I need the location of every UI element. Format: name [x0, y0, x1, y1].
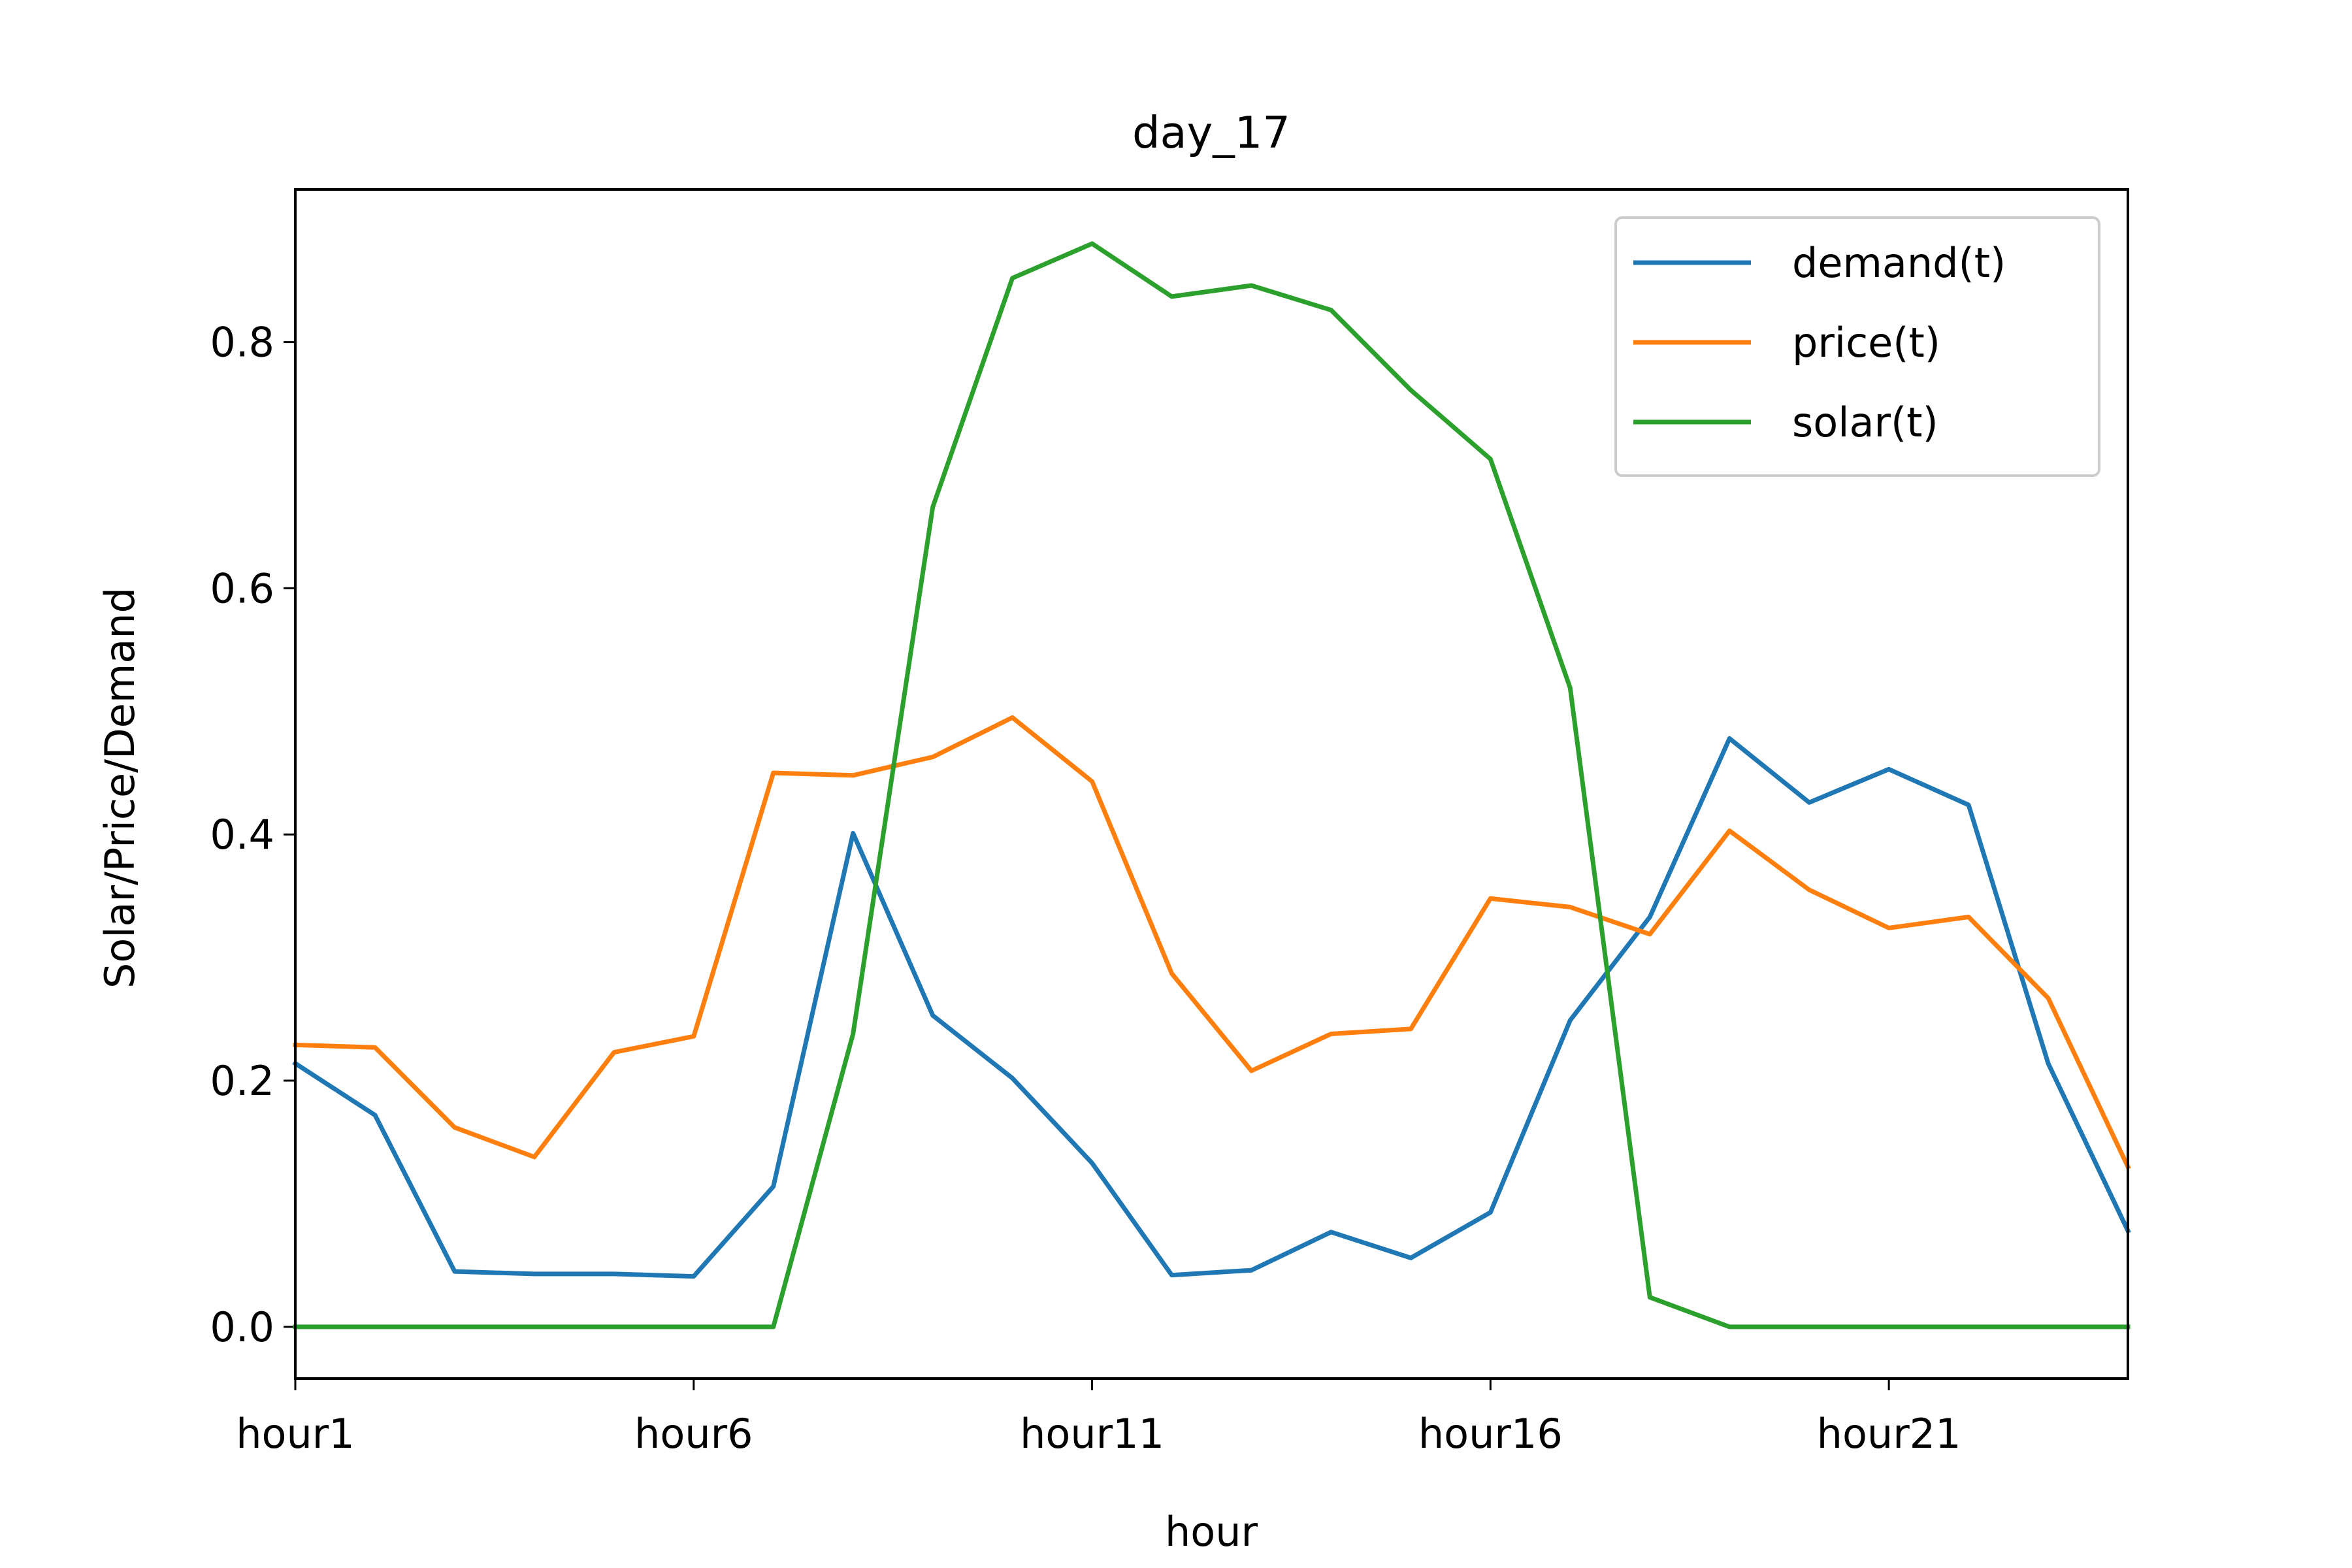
legend: demand(t) price(t) solar(t): [1614, 216, 2100, 477]
x-tick-label: hour1: [236, 1410, 354, 1458]
x-tick-label: hour6: [634, 1410, 753, 1458]
plot-frame: [294, 188, 2129, 1380]
legend-box: [1614, 216, 2100, 477]
x-axis-label: hour: [1165, 1508, 1258, 1556]
series-line-solar-t: [293, 241, 2131, 1330]
plot-area: 0.0 0.2 0.4 0.6 0.8 hour1 hour6 hour11 hour16 hou…: [210, 241, 2131, 1458]
y-tick-label: 0.4: [210, 811, 274, 858]
chart-title: day_17: [1132, 107, 1290, 158]
y-tick-label: 0.6: [210, 564, 274, 612]
x-tick-label: hour21: [1817, 1410, 1961, 1458]
y-axis-label: Solar/Price/Demand: [96, 587, 144, 988]
series-line-price-t: [293, 715, 2131, 1170]
x-tick-label: hour11: [1020, 1410, 1164, 1458]
legend-label: price(t): [1792, 319, 1940, 367]
legend-label: demand(t): [1792, 239, 2006, 287]
y-tick-label: 0.8: [210, 319, 274, 367]
series-line-demand-t: [292, 736, 2131, 1279]
y-tick-label: 0.2: [210, 1057, 274, 1105]
legend-label: solar(t): [1792, 399, 1938, 446]
y-tick-label: 0.0: [210, 1303, 274, 1351]
x-tick-label: hour16: [1418, 1410, 1563, 1458]
